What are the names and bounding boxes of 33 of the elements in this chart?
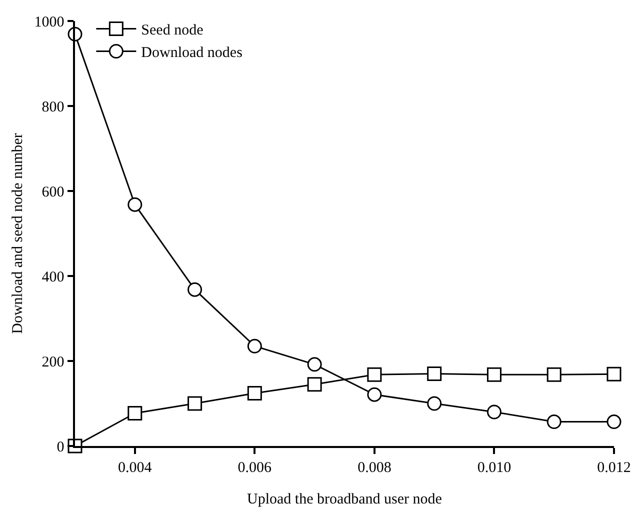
point	[128, 406, 142, 421]
point	[247, 338, 262, 354]
legend-label: Seed node	[141, 22, 204, 39]
y-tick-label: 400	[42, 269, 64, 286]
y-tick-label: 200	[42, 354, 64, 370]
point	[188, 282, 202, 297]
point	[486, 404, 502, 420]
point	[188, 396, 202, 411]
point	[546, 414, 562, 430]
y-tick-label: 600	[42, 184, 64, 200]
x-tick-label: 0.008	[358, 460, 392, 476]
x-tick-label: 0.010	[477, 460, 512, 476]
legend-label: Download nodes	[141, 45, 243, 62]
point	[427, 396, 442, 411]
x-tick-label: 0.004	[118, 460, 152, 476]
point	[307, 357, 322, 372]
x-tick-label: 0.012	[597, 460, 631, 476]
point	[367, 387, 382, 402]
y-tick-label: 800	[42, 99, 64, 116]
y-tick-label: 1000	[34, 14, 64, 30]
point	[427, 366, 442, 381]
y-axis-title: Download and seed node number	[10, 133, 26, 334]
point	[546, 367, 562, 382]
x-tick-label: 0.006	[238, 460, 272, 476]
point	[307, 377, 322, 392]
point	[247, 386, 262, 401]
y-tick-label: 0	[56, 439, 64, 456]
point	[606, 414, 622, 430]
point	[367, 367, 382, 382]
x-axis-title: Upload the broadband user node	[247, 491, 442, 508]
point	[486, 367, 502, 382]
point	[128, 197, 142, 212]
point	[606, 366, 622, 382]
